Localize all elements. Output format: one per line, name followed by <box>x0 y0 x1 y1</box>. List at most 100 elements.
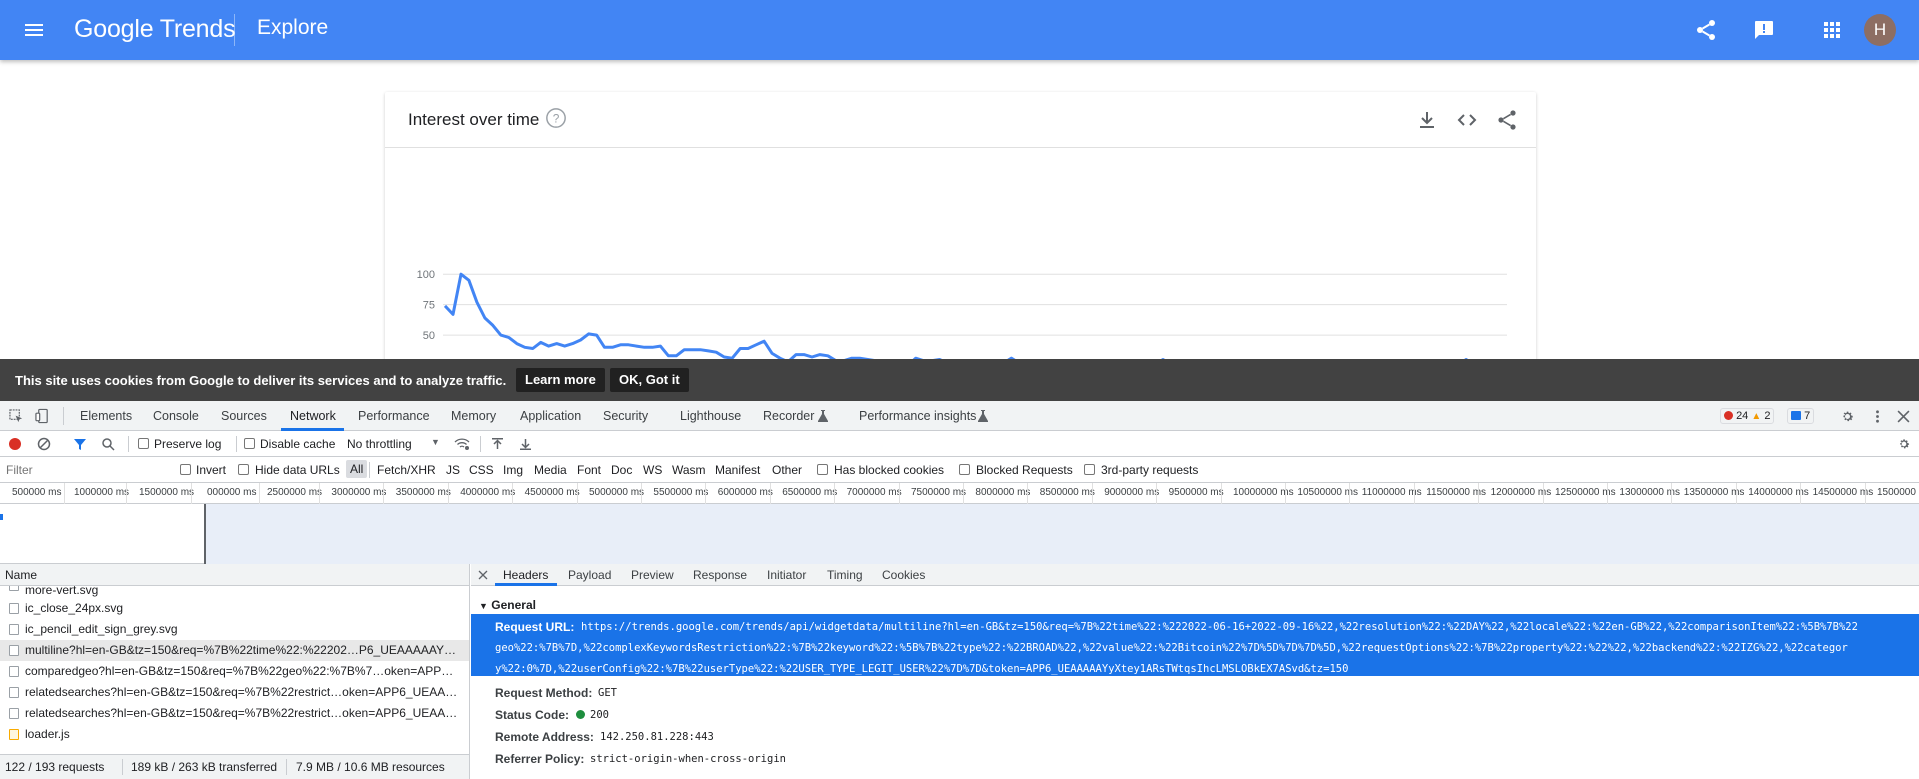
request-name: relatedsearches?hl=en-GB&tz=150&req=%7B%… <box>25 685 458 699</box>
disable-cache-checkbox[interactable] <box>244 438 255 449</box>
list-item[interactable]: more-vert.svg <box>0 586 469 598</box>
avatar[interactable]: H <box>1864 14 1896 46</box>
clear-icon[interactable] <box>37 437 51 451</box>
type-filter-js[interactable]: JS <box>446 463 461 477</box>
chevron-down-icon[interactable]: ▼ <box>431 437 440 447</box>
throttling-select[interactable]: No throttling <box>347 437 412 451</box>
tab-security[interactable]: Security <box>603 409 649 423</box>
ruler-tick: 9000000 ms <box>1104 487 1160 498</box>
remote-address-label: Remote Address: <box>495 730 594 744</box>
share-icon[interactable] <box>1694 18 1718 42</box>
list-item[interactable]: relatedsearches?hl=en-GB&tz=150&req=%7B%… <box>0 703 469 724</box>
menu-icon[interactable] <box>22 18 46 42</box>
details-tabbar: Headers Payload Preview Response Initiat… <box>471 564 1919 586</box>
ruler-tick: 6500000 ms <box>782 487 838 498</box>
list-item[interactable]: ic_close_24px.svg <box>0 598 469 619</box>
feedback-icon[interactable] <box>1752 18 1776 42</box>
issues-counter[interactable]: 24 ▲ 2 <box>1720 408 1775 424</box>
type-filter-font[interactable]: Font <box>577 463 602 477</box>
apps-grid-icon[interactable] <box>1820 18 1844 42</box>
tab-timing[interactable]: Timing <box>827 568 863 582</box>
network-settings-icon[interactable] <box>1897 437 1911 451</box>
close-details-icon[interactable] <box>478 570 488 580</box>
summary-divider-2 <box>286 759 287 775</box>
network-conditions-icon[interactable] <box>454 437 470 451</box>
type-filter-fetch-xhr[interactable]: Fetch/XHR <box>377 463 436 477</box>
tab-application[interactable]: Application <box>520 409 582 423</box>
triangle-down-icon: ▼ <box>479 601 488 611</box>
embed-code-icon[interactable] <box>1455 108 1479 132</box>
tab-response[interactable]: Response <box>693 568 748 582</box>
list-item-selected[interactable]: multiline?hl=en-GB&tz=150&req=%7B%22time… <box>0 640 469 661</box>
overview-handle[interactable] <box>204 504 206 564</box>
tab-sources[interactable]: Sources <box>221 409 267 423</box>
ruler-tick: 14500000 ms <box>1812 487 1874 498</box>
name-column-header[interactable]: Name <box>5 568 38 582</box>
ok-got-it-button[interactable]: OK, Got it <box>610 368 689 392</box>
messages-counter[interactable]: 7 <box>1787 408 1815 424</box>
tab-preview[interactable]: Preview <box>631 568 674 582</box>
more-options-icon[interactable] <box>1870 409 1885 424</box>
filter-input[interactable] <box>2 460 167 479</box>
blocked-requests-checkbox[interactable] <box>959 464 970 475</box>
card-share-icon[interactable] <box>1495 108 1519 132</box>
tab-performance-insights[interactable]: Performance insights <box>859 409 977 423</box>
type-filter-doc[interactable]: Doc <box>611 463 633 477</box>
type-filter-all[interactable]: All <box>346 460 368 478</box>
interest-series-line[interactable] <box>443 272 1498 372</box>
ruler-gridline <box>1027 483 1029 504</box>
import-har-icon[interactable] <box>491 437 504 451</box>
tab-cookies[interactable]: Cookies <box>882 568 926 582</box>
tab-console[interactable]: Console <box>153 409 199 423</box>
google-trends-logo[interactable]: Google Trends <box>74 15 236 43</box>
timeline-ruler: 500000 ms 1000000 ms 1500000 ms 000000 ms 25… <box>0 483 1919 504</box>
list-item[interactable]: comparedgeo?hl=en-GB&tz=150&req=%7B%22ge… <box>0 661 469 682</box>
request-name: multiline?hl=en-GB&tz=150&req=%7B%22time… <box>25 643 457 657</box>
filter-funnel-icon[interactable] <box>73 437 87 451</box>
request-name: relatedsearches?hl=en-GB&tz=150&req=%7B%… <box>25 706 458 720</box>
type-filter-ws[interactable]: WS <box>643 463 663 477</box>
list-item[interactable]: loader.js <box>0 724 469 745</box>
tab-performance[interactable]: Performance <box>358 409 430 423</box>
status-code-value: 200 <box>590 709 609 721</box>
timeline-overview[interactable] <box>0 504 1919 564</box>
list-item[interactable]: ic_pencil_edit_sign_grey.svg <box>0 619 469 640</box>
device-toolbar-icon[interactable] <box>35 408 50 424</box>
tab-payload[interactable]: Payload <box>568 568 612 582</box>
search-icon[interactable] <box>101 437 115 451</box>
learn-more-button[interactable]: Learn more <box>516 368 605 392</box>
invert-checkbox[interactable] <box>180 464 191 475</box>
ruler-gridline <box>383 483 385 504</box>
general-section-header[interactable]: ▼ General <box>479 598 536 612</box>
tab-network[interactable]: Network <box>290 409 336 423</box>
preserve-log-checkbox[interactable] <box>138 438 149 449</box>
type-filter-other[interactable]: Other <box>772 463 803 477</box>
type-filter-manifest[interactable]: Manifest <box>715 463 761 477</box>
tab-lighthouse[interactable]: Lighthouse <box>680 409 742 423</box>
ruler-tick: 10500000 ms <box>1297 487 1358 498</box>
help-icon[interactable]: ? <box>545 107 567 129</box>
settings-gear-icon[interactable] <box>1840 409 1855 424</box>
export-har-icon[interactable] <box>519 437 532 451</box>
list-item[interactable]: relatedsearches?hl=en-GB&tz=150&req=%7B%… <box>0 682 469 703</box>
hide-data-urls-checkbox[interactable] <box>238 464 249 475</box>
type-filter-wasm[interactable]: Wasm <box>672 463 706 477</box>
record-icon[interactable] <box>9 438 21 450</box>
download-icon[interactable] <box>1415 108 1439 132</box>
ruler-tick: 1500000 <box>1877 487 1916 498</box>
status-ok-dot-icon <box>576 710 585 719</box>
type-filter-media[interactable]: Media <box>534 463 567 477</box>
tab-elements[interactable]: Elements <box>80 409 133 423</box>
tab-headers[interactable]: Headers <box>503 568 549 582</box>
has-blocked-cookies-checkbox[interactable] <box>817 464 828 475</box>
tab-recorder[interactable]: Recorder <box>763 409 815 423</box>
third-party-checkbox[interactable] <box>1084 464 1095 475</box>
file-icon <box>9 708 19 719</box>
request-url-row[interactable]: Request URL: https://trends.google.com/t… <box>471 614 1919 676</box>
tab-initiator[interactable]: Initiator <box>767 568 807 582</box>
type-filter-css[interactable]: CSS <box>469 463 494 477</box>
tab-memory[interactable]: Memory <box>451 409 497 423</box>
close-devtools-icon[interactable] <box>1897 410 1910 423</box>
type-filter-img[interactable]: Img <box>503 463 524 477</box>
inspect-element-icon[interactable] <box>9 409 24 424</box>
